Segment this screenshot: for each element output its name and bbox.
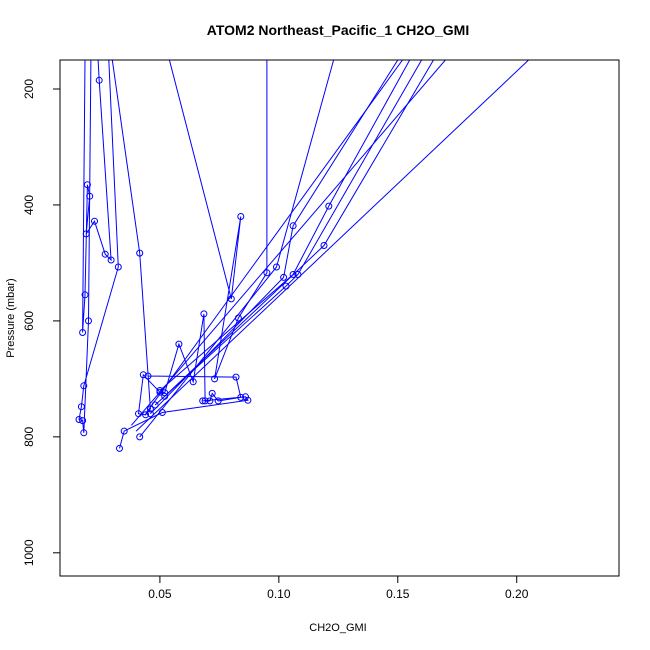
series-2 — [111, 60, 245, 419]
series-line — [168, 60, 268, 380]
series-line — [78, 60, 119, 433]
data-point — [91, 217, 98, 225]
data-point — [120, 427, 128, 435]
y-axis-label: Pressure (mbar) — [5, 278, 17, 357]
data-point — [289, 222, 297, 230]
series-12 — [145, 60, 403, 414]
data-point — [214, 397, 222, 405]
plot-frame — [59, 59, 620, 577]
series-line — [111, 60, 242, 416]
x-tick-label: 0.10 — [267, 587, 291, 601]
x-tick-label: 0.05 — [148, 587, 172, 601]
data-point — [136, 433, 144, 441]
series-line — [135, 60, 529, 432]
data-point — [175, 340, 183, 348]
y-tick-label: 800 — [22, 427, 36, 447]
data-point — [79, 329, 87, 336]
data-point — [161, 392, 169, 400]
data-point — [208, 389, 216, 397]
y-tick-label: 600 — [22, 311, 36, 331]
data-point — [85, 317, 92, 325]
data-point — [95, 76, 103, 84]
series-1 — [75, 60, 122, 437]
series-line — [150, 60, 399, 415]
y-tick-label: 400 — [22, 195, 36, 215]
data-point — [83, 181, 91, 189]
series-4 — [116, 393, 252, 452]
data-point — [80, 429, 88, 437]
series-0 — [79, 60, 115, 336]
series-line — [139, 60, 335, 438]
data-point — [144, 372, 152, 380]
series-6 — [146, 60, 399, 418]
data-point — [201, 397, 209, 405]
series-5 — [136, 60, 335, 441]
series-layer — [75, 60, 529, 452]
chart-title: ATOM2 Northeast_Pacific_1 CH2O_GMI — [207, 22, 469, 38]
data-point — [244, 396, 252, 404]
series-line — [145, 60, 403, 414]
series-line — [82, 60, 112, 333]
data-point — [80, 382, 88, 390]
data-point — [232, 373, 240, 381]
data-point — [200, 310, 208, 318]
data-point — [211, 375, 219, 383]
data-point — [107, 256, 115, 264]
data-point — [136, 249, 144, 257]
series-line — [159, 60, 411, 391]
series-11 — [131, 60, 446, 426]
data-point — [263, 269, 271, 277]
series-line — [131, 60, 446, 426]
series-9 — [161, 60, 434, 400]
data-point — [116, 444, 123, 452]
data-point — [146, 405, 154, 413]
x-axis-label: CH2O_GMI — [309, 622, 366, 634]
y-tick-label: 200 — [22, 79, 36, 99]
data-point — [142, 411, 150, 419]
data-point — [81, 291, 89, 299]
x-tick-label: 0.15 — [386, 587, 410, 601]
series-line — [154, 60, 423, 406]
data-point — [77, 403, 85, 411]
data-point — [237, 213, 245, 220]
data-point — [139, 371, 147, 379]
data-point — [325, 202, 333, 210]
data-point — [242, 393, 249, 401]
data-point — [289, 271, 297, 278]
series-10 — [135, 60, 529, 432]
y-tick-label: 1000 — [22, 539, 36, 566]
series-line — [119, 396, 249, 449]
data-point — [199, 397, 207, 405]
data-point — [320, 242, 328, 249]
series-line — [164, 60, 434, 397]
data-point — [101, 250, 109, 258]
series-8 — [156, 60, 411, 394]
data-point — [146, 410, 154, 418]
data-point — [114, 263, 122, 271]
data-point — [79, 417, 87, 425]
x-tick-label: 0.20 — [505, 587, 529, 601]
data-point — [280, 273, 288, 281]
data-point — [189, 378, 197, 386]
series-3 — [168, 60, 271, 383]
data-point — [75, 416, 83, 423]
data-point — [273, 263, 280, 271]
ticks-layer: 0.05 0.10 0.15 0.20 200 400 600 800 1000 — [22, 79, 529, 601]
